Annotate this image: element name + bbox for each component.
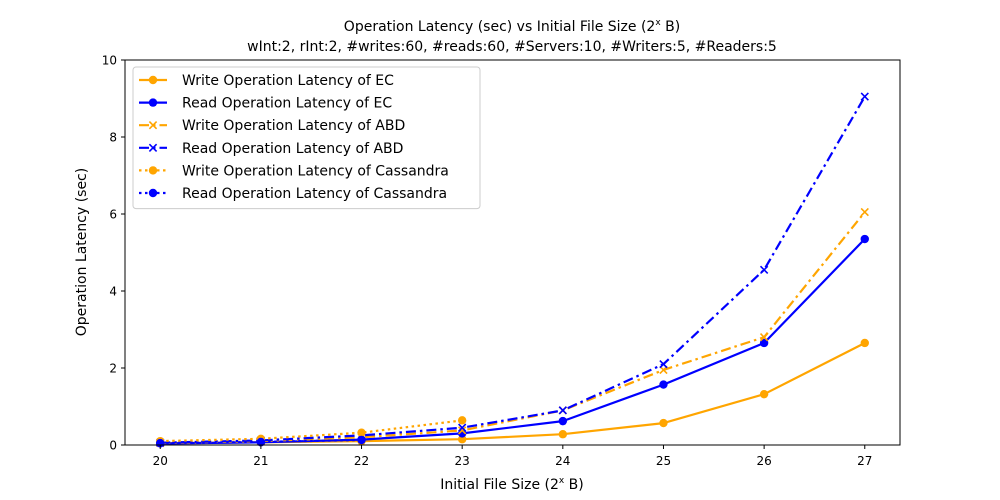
legend-item: Read Operation Latency of ABD	[139, 141, 403, 157]
axes-frame	[124, 59, 901, 446]
series-line	[160, 96, 866, 444]
x-axis-label: Initial File Size (2x B)	[440, 476, 583, 493]
data-point	[558, 406, 567, 415]
legend-marker	[148, 143, 158, 152]
data-point	[458, 426, 467, 435]
series-3	[156, 207, 869, 448]
legend-label: Write Operation Latency of EC	[182, 73, 394, 89]
data-point	[860, 234, 869, 244]
legend-item: Write Operation Latency of Cassandra	[139, 163, 449, 179]
x-tick-label: 27	[857, 454, 872, 468]
data-point	[759, 333, 769, 342]
legend-label: Write Operation Latency of Cassandra	[182, 163, 449, 179]
legend-marker	[148, 98, 158, 107]
series-5	[156, 416, 467, 446]
legend-box	[132, 66, 481, 210]
data-point	[759, 265, 769, 274]
y-axis-label: Operation Latency (sec)	[74, 168, 90, 336]
data-point	[357, 428, 366, 437]
legend-item: Write Operation Latency of ABD	[139, 118, 405, 134]
legend-label: Write Operation Latency of ABD	[182, 118, 405, 134]
legend-label: Read Operation Latency of ABD	[182, 141, 403, 157]
data-point	[860, 338, 869, 348]
legend-item: Write Operation Latency of EC	[139, 73, 394, 89]
x-tick-label: 23	[455, 454, 470, 468]
series-line	[160, 238, 866, 445]
legend-item: Read Operation Latency of EC	[139, 96, 392, 112]
legend: Write Operation Latency of EC Read Operat…	[132, 66, 481, 210]
data-point	[860, 92, 869, 101]
x-tick-label: 21	[253, 454, 268, 468]
data-point	[759, 389, 769, 399]
x-tick-label: 20	[153, 454, 168, 468]
data-point	[256, 437, 266, 447]
legend-marker	[148, 75, 158, 85]
y-tick-label: 0	[109, 439, 117, 453]
series-line	[160, 211, 866, 445]
data-point	[759, 338, 769, 348]
chart-subtitle: wInt:2, rInt:2, #writes:60, #reads:60, #…	[247, 39, 777, 55]
data-point	[860, 207, 869, 217]
y-tick-label: 10	[102, 54, 117, 68]
y-tick-label: 8	[109, 131, 117, 145]
legend-marker	[148, 166, 158, 175]
data-point	[659, 380, 668, 389]
legend-label: Read Operation Latency of Cassandra	[182, 186, 447, 202]
chart-title: Operation Latency (sec) vs Initial File …	[344, 18, 680, 35]
legend-marker	[148, 188, 158, 198]
x-tick-label: 24	[555, 454, 570, 468]
y-tick-label: 2	[109, 362, 117, 376]
legend-marker	[148, 121, 158, 130]
x-tick-label: 26	[756, 454, 771, 468]
data-point	[659, 359, 668, 369]
data-point	[659, 418, 668, 428]
x-tick-label: 22	[354, 454, 369, 468]
y-tick-label: 4	[109, 285, 117, 299]
legend-label: Read Operation Latency of EC	[182, 96, 392, 112]
data-point	[558, 430, 568, 439]
y-tick-label: 6	[109, 208, 117, 222]
data-point	[357, 435, 366, 445]
series-1	[156, 338, 869, 448]
data-point	[457, 435, 467, 444]
legend-item: Read Operation Latency of Cassandra	[139, 186, 447, 202]
data-point	[558, 416, 568, 426]
data-point	[458, 423, 467, 432]
data-point	[457, 416, 467, 425]
series-line	[160, 419, 463, 443]
x-tick-label: 25	[656, 454, 671, 468]
